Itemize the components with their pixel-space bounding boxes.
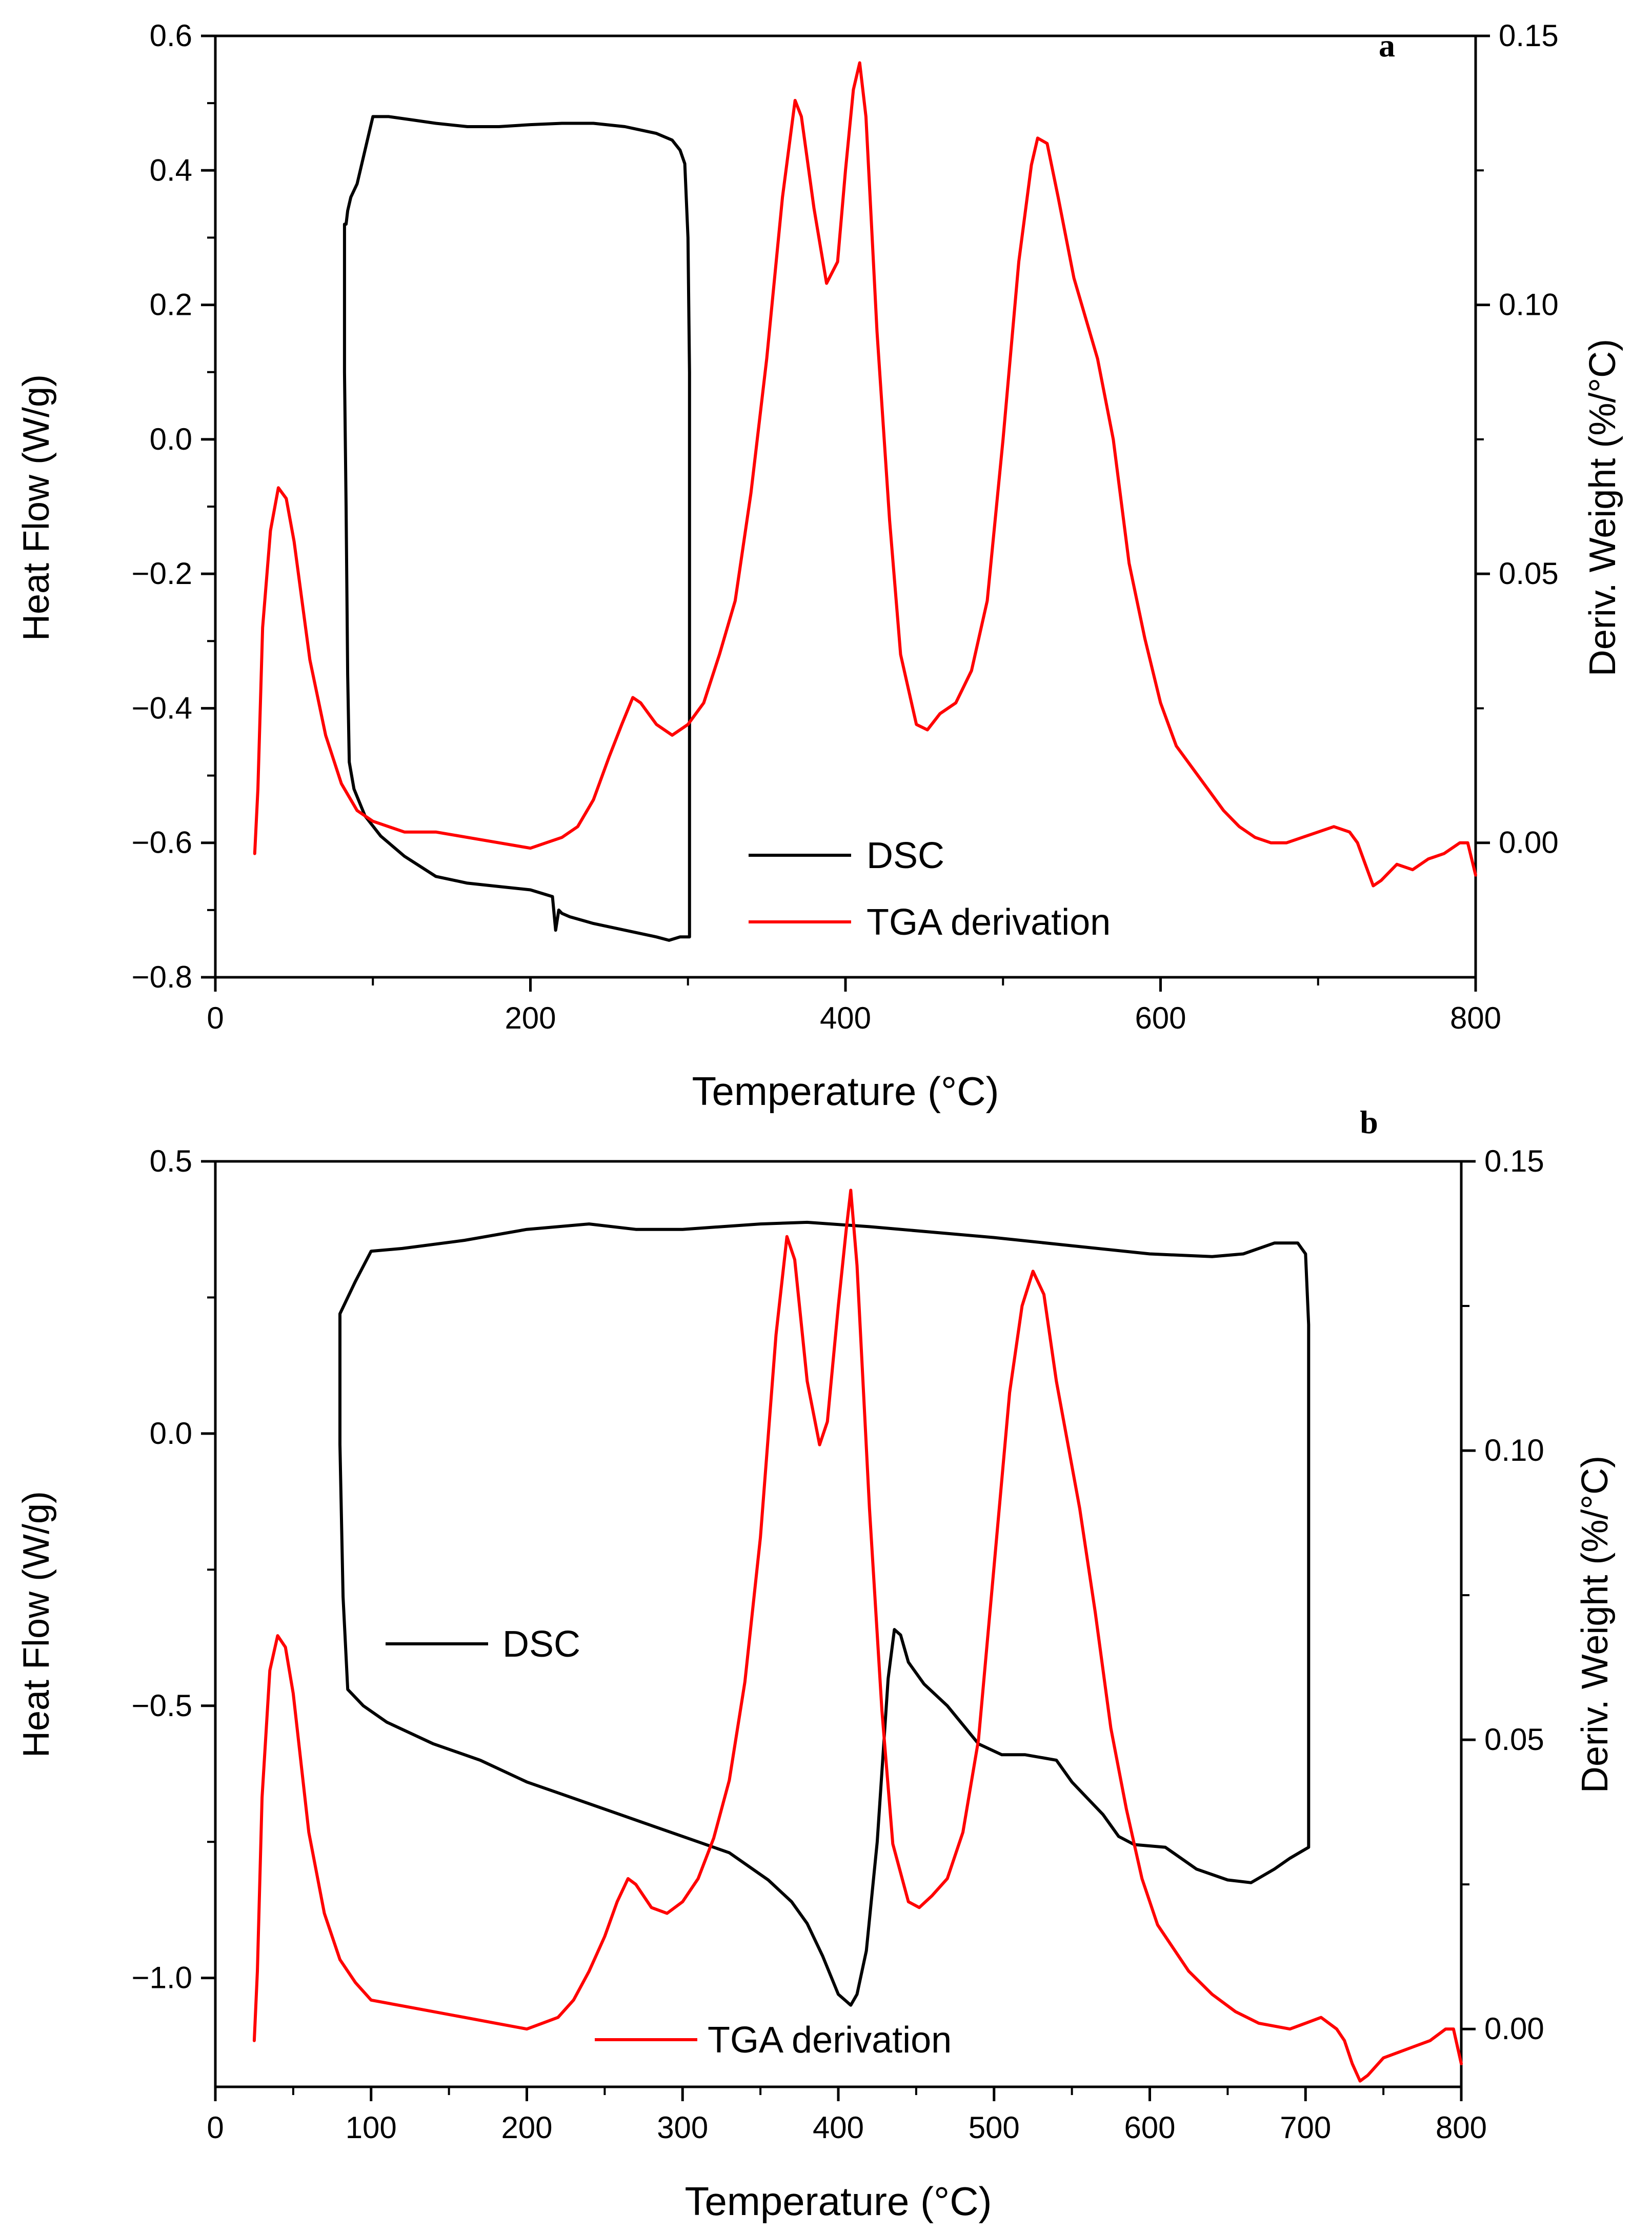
panel-b-ylabel-left: Heat Flow (W/g) bbox=[16, 1491, 57, 1758]
panel-b-letter: b bbox=[1360, 1104, 1378, 1140]
panel-a-ticks: 0 200 400 600 800 −0.8 −0.6 −0.4 −0.2 0.0 0.2 0.4 0.… bbox=[132, 18, 1559, 1035]
x-tick-label: 600 bbox=[1135, 1001, 1186, 1035]
panel-b-ylabel-right: Deriv. Weight (%/°C) bbox=[1575, 1456, 1616, 1793]
x-tick-label: 800 bbox=[1436, 2110, 1487, 2145]
panel-b-series bbox=[252, 1189, 1463, 2083]
y-left-tick-label: 0.4 bbox=[150, 153, 192, 187]
panel-a-ylabel-right: Deriv. Weight (%/°C) bbox=[1582, 339, 1623, 676]
y-right-tick-label: 0.05 bbox=[1499, 556, 1559, 591]
legend-dsc-label: DSC bbox=[867, 835, 944, 876]
y-right-tick-label: 0.15 bbox=[1499, 18, 1559, 53]
y-left-tick-label: 0.5 bbox=[150, 1144, 192, 1178]
y-left-tick-label: −1.0 bbox=[132, 1961, 192, 1995]
panel-b-legend: DSC TGA derivation bbox=[386, 1624, 952, 2061]
y-right-tick-label: 0.00 bbox=[1484, 2011, 1544, 2046]
legend-dsc-label: DSC bbox=[502, 1624, 580, 1665]
y-right-tick-label: 0.05 bbox=[1484, 1722, 1544, 1757]
legend-tga-label: TGA derivation bbox=[708, 2020, 952, 2061]
panel-a-legend: DSC TGA derivation bbox=[749, 835, 1111, 943]
y-left-tick-label: −0.5 bbox=[132, 1688, 192, 1723]
y-left-tick-label: −0.8 bbox=[132, 960, 192, 994]
panel-a-xlabel: Temperature (°C) bbox=[692, 1069, 999, 1114]
panel-a-series bbox=[253, 61, 1477, 942]
series-dsc bbox=[343, 115, 691, 942]
y-left-tick-label: −0.4 bbox=[132, 691, 192, 725]
x-tick-label: 200 bbox=[501, 2110, 552, 2145]
series-tga-derivation bbox=[253, 61, 1477, 888]
y-left-tick-label: 0.0 bbox=[150, 1416, 192, 1451]
x-tick-label: 800 bbox=[1450, 1001, 1501, 1035]
panel-a-letter: a bbox=[1379, 27, 1395, 64]
x-tick-label: 400 bbox=[820, 1001, 871, 1035]
x-tick-label: 0 bbox=[207, 1001, 224, 1035]
x-tick-label: 200 bbox=[505, 1001, 556, 1035]
panel-b-xlabel: Temperature (°C) bbox=[684, 2179, 992, 2224]
x-tick-label: 0 bbox=[207, 2110, 224, 2145]
y-left-tick-label: 0.6 bbox=[150, 18, 192, 53]
x-tick-label: 500 bbox=[969, 2110, 1020, 2145]
panel-a: 0 200 400 600 800 −0.8 −0.6 −0.4 −0.2 0.0 0.2 0.4 0.… bbox=[16, 18, 1623, 1114]
y-right-tick-label: 0.15 bbox=[1484, 1144, 1544, 1178]
y-left-tick-label: 0.2 bbox=[150, 288, 192, 322]
legend-tga-label: TGA derivation bbox=[867, 902, 1111, 943]
series-tga-derivation bbox=[252, 1189, 1463, 2083]
y-left-tick-label: −0.2 bbox=[132, 556, 192, 591]
panel-a-ylabel-left: Heat Flow (W/g) bbox=[16, 374, 57, 641]
y-left-tick-label: 0.0 bbox=[150, 422, 192, 456]
series-dsc bbox=[338, 1220, 1311, 2007]
y-right-tick-label: 0.00 bbox=[1499, 826, 1559, 860]
y-left-tick-label: −0.6 bbox=[132, 826, 192, 860]
x-tick-label: 400 bbox=[813, 2110, 864, 2145]
panel-b-ticks: 0 100 200 300 400 500 600 700 800 −1.0 −0.5 0.0 0.5 0… bbox=[132, 1144, 1544, 2145]
panel-b: 0 100 200 300 400 500 600 700 800 −1.0 −0.5 0.0 0.5 0… bbox=[16, 1104, 1616, 2224]
y-right-tick-label: 0.10 bbox=[1499, 288, 1559, 322]
x-tick-label: 100 bbox=[346, 2110, 397, 2145]
x-tick-label: 700 bbox=[1280, 2110, 1331, 2145]
x-tick-label: 600 bbox=[1124, 2110, 1175, 2145]
x-tick-label: 300 bbox=[657, 2110, 708, 2145]
y-right-tick-label: 0.10 bbox=[1484, 1433, 1544, 1467]
